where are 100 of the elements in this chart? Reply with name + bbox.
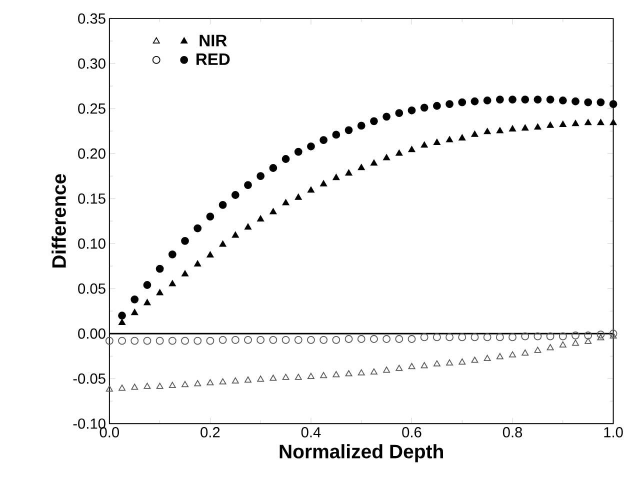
- point: [307, 142, 315, 150]
- y-tick-label: 0.20: [78, 148, 106, 159]
- point: [181, 336, 189, 345]
- point: [584, 331, 592, 340]
- point: [471, 130, 478, 137]
- point: [106, 385, 113, 392]
- point: [382, 112, 390, 121]
- point: [168, 250, 176, 258]
- point: [483, 333, 492, 342]
- point: [144, 298, 151, 306]
- point: [130, 336, 139, 345]
- point: [105, 336, 114, 345]
- point: [408, 362, 416, 369]
- point: [231, 336, 240, 344]
- point: [144, 382, 151, 389]
- point: [432, 102, 441, 110]
- point: [572, 331, 580, 340]
- point: [509, 125, 516, 132]
- point: [559, 120, 566, 127]
- point: [332, 370, 340, 378]
- point: [558, 96, 567, 104]
- point: [232, 231, 239, 238]
- point: [458, 333, 466, 342]
- point: [420, 104, 428, 112]
- point: [470, 333, 479, 342]
- point: [219, 378, 226, 384]
- point: [358, 369, 365, 376]
- y-tick-label: 0.10: [78, 238, 106, 249]
- point: [396, 150, 403, 156]
- point: [408, 146, 416, 152]
- point: [320, 180, 328, 186]
- point: [244, 336, 252, 344]
- point: [572, 339, 579, 346]
- y-tick-label: -0.10: [73, 418, 106, 429]
- point: [382, 334, 390, 343]
- point: [206, 251, 214, 258]
- point: [370, 117, 378, 126]
- point: [408, 106, 416, 114]
- x-tick-label: 0.2: [200, 426, 220, 438]
- point: [294, 374, 302, 380]
- point: [206, 212, 214, 220]
- point: [496, 333, 504, 342]
- point: [118, 312, 126, 320]
- point: [256, 336, 265, 344]
- x-tick-label: 0.8: [502, 426, 522, 438]
- point: [194, 260, 202, 266]
- point: [118, 336, 126, 345]
- point: [446, 359, 454, 366]
- point: [344, 334, 353, 343]
- point: [143, 280, 152, 289]
- point: [546, 96, 554, 104]
- point: [270, 208, 277, 214]
- point: [344, 126, 353, 134]
- point: [332, 130, 340, 139]
- point: [383, 366, 390, 373]
- point: [182, 380, 188, 387]
- point: [244, 376, 252, 382]
- x-axis-title: Normalized Depth: [280, 444, 443, 462]
- point: [446, 100, 454, 108]
- point: [546, 344, 554, 350]
- point: [471, 356, 478, 363]
- point: [458, 98, 466, 106]
- point: [332, 174, 340, 180]
- point: [370, 368, 378, 374]
- y-tick-label: 0.00: [78, 328, 106, 339]
- point: [294, 148, 302, 156]
- point: [446, 333, 454, 342]
- point: [496, 352, 504, 360]
- y-tick-label: 0.25: [78, 103, 106, 114]
- point: [546, 332, 554, 340]
- point: [320, 372, 328, 378]
- point: [559, 341, 566, 348]
- point: [433, 360, 440, 366]
- point: [244, 223, 252, 230]
- point: [269, 336, 278, 344]
- point: [358, 164, 365, 170]
- point: [534, 332, 542, 340]
- point: [546, 122, 554, 128]
- point: [395, 109, 404, 117]
- point: [218, 200, 227, 209]
- point: [307, 336, 315, 344]
- point: [597, 118, 604, 126]
- point: [320, 136, 328, 144]
- point: [508, 96, 516, 104]
- point: [521, 96, 530, 104]
- point: [156, 382, 164, 389]
- point: [182, 270, 188, 276]
- point: [609, 330, 618, 338]
- point: [483, 96, 492, 104]
- point: [118, 384, 126, 391]
- point: [521, 332, 530, 340]
- y-tick-label: -0.05: [73, 373, 106, 384]
- point: [522, 124, 529, 130]
- point: [181, 236, 189, 245]
- point: [357, 334, 366, 343]
- point: [420, 333, 428, 342]
- point: [370, 159, 378, 166]
- point: [118, 318, 126, 325]
- point: [269, 164, 278, 172]
- point: [370, 334, 378, 343]
